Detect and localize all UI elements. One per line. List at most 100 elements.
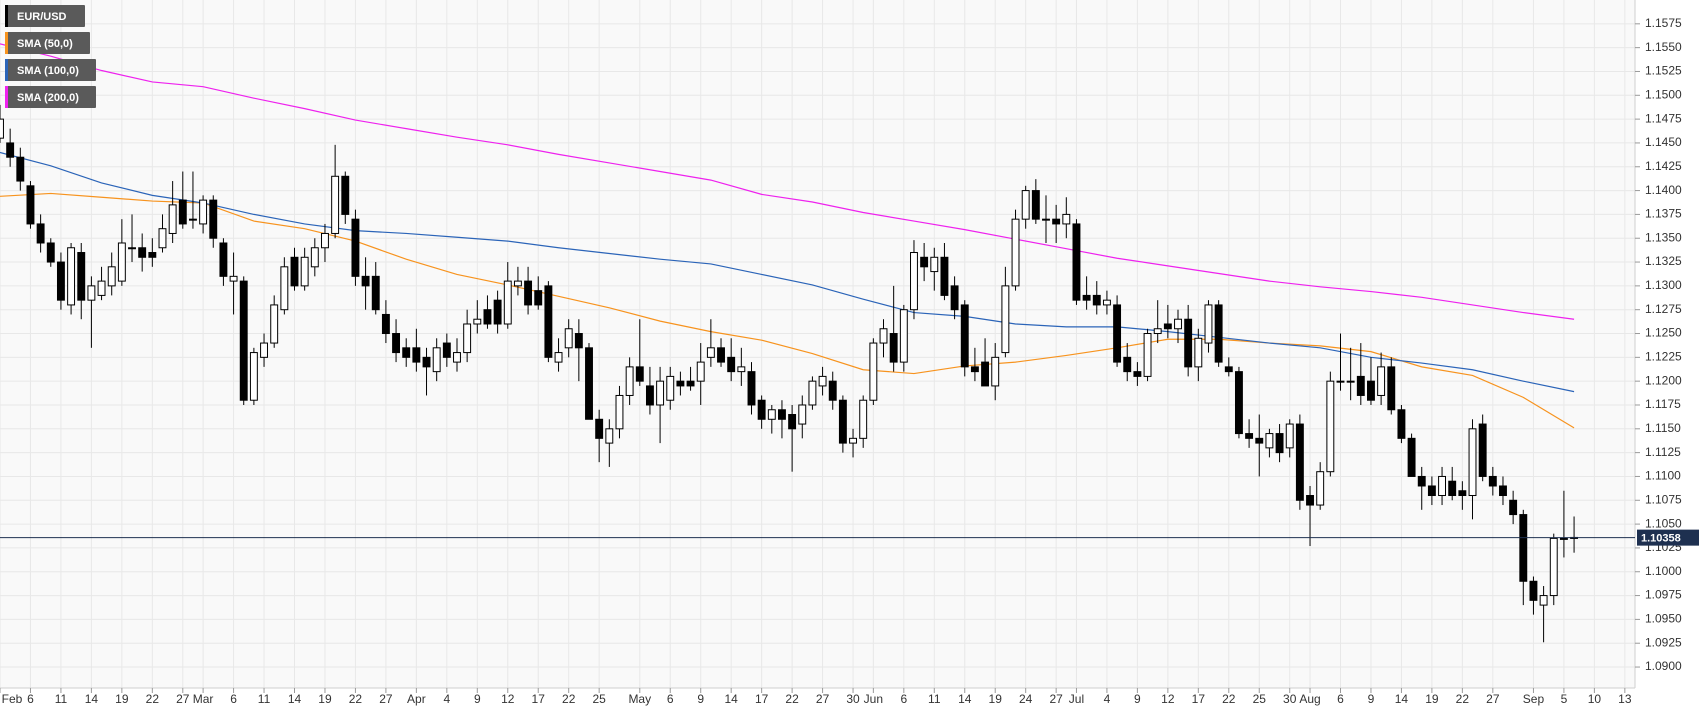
plot-area <box>0 0 1635 688</box>
x-tick-label: Feb <box>2 692 23 706</box>
x-tick-label: 6 <box>27 692 34 706</box>
legend: EUR/USD SMA (50,0) SMA (100,0) SMA (200,0) <box>5 5 96 108</box>
x-tick-label: 14 <box>288 692 302 706</box>
candle-body <box>1539 595 1548 606</box>
y-tick-label: 1.1450 <box>1645 135 1682 149</box>
candle-body <box>1438 475 1447 497</box>
candle-body <box>1234 371 1243 435</box>
y-tick-label: 1.1250 <box>1645 326 1682 340</box>
legend-label: EUR/USD <box>17 11 67 23</box>
candle-body <box>351 218 360 277</box>
legend-box <box>5 5 85 27</box>
grid <box>0 0 1635 688</box>
candle-body <box>981 361 990 387</box>
x-tick-label: 22 <box>349 692 363 706</box>
candle-body <box>56 261 65 301</box>
x-tick-label: May <box>628 692 651 706</box>
candle-body <box>1184 318 1193 368</box>
candle-body <box>1417 475 1426 487</box>
candle-body <box>666 375 675 401</box>
y-tick-label: 1.1150 <box>1645 421 1681 435</box>
y-tick-label: 1.1075 <box>1645 492 1682 506</box>
candle-body <box>605 428 614 444</box>
legend-box <box>5 59 96 81</box>
candle-body <box>6 142 15 158</box>
x-tick-label: 5 <box>1561 692 1568 706</box>
x-tick-label: 11 <box>258 692 271 706</box>
candle-body <box>595 418 604 439</box>
y-tick-label: 1.1550 <box>1645 40 1682 54</box>
candle-body <box>1559 537 1568 540</box>
candle-body <box>1499 485 1507 497</box>
candle-body <box>473 318 482 325</box>
candle-body <box>1488 475 1497 487</box>
candle-body <box>1427 485 1436 497</box>
legend-swatch <box>5 5 8 27</box>
candle-body <box>1113 304 1122 363</box>
candle-body <box>1295 423 1304 501</box>
y-tick-label: 1.0900 <box>1645 659 1682 673</box>
candle-body <box>1214 304 1223 363</box>
last-price-label: 1.10358 <box>1641 533 1681 545</box>
candle-body <box>645 385 654 406</box>
legend-label: SMA (200,0) <box>17 92 79 104</box>
y-tick-label: 1.1050 <box>1645 516 1682 530</box>
candle-body <box>970 366 979 373</box>
x-tick-label: 25 <box>592 692 606 706</box>
candle-body <box>513 280 522 287</box>
candle-body <box>818 375 827 387</box>
legend-label: SMA (100,0) <box>17 65 79 77</box>
candle-body <box>1224 366 1233 373</box>
candle-body <box>209 199 218 239</box>
candle-body <box>1255 437 1264 444</box>
x-tick-label: 30 <box>1283 692 1297 706</box>
candle-body <box>117 242 126 282</box>
candle-body <box>67 247 76 306</box>
x-tick-label: 6 <box>900 692 907 706</box>
y-tick-label: 1.1325 <box>1645 254 1682 268</box>
candle-body <box>463 323 472 354</box>
candle-body <box>838 399 847 444</box>
x-tick-label: 6 <box>230 692 237 706</box>
candle-body <box>727 356 736 373</box>
candles <box>0 104 1579 643</box>
x-tick-label: 27 <box>1486 692 1500 706</box>
y-tick-label: 1.1400 <box>1645 183 1682 197</box>
candle-body <box>1031 190 1040 220</box>
candle-body <box>1052 218 1061 225</box>
x-tick-label: 4 <box>1104 692 1111 706</box>
x-tick-label: 27 <box>1049 692 1063 706</box>
legend-swatch <box>5 86 8 108</box>
candle-body <box>757 399 766 420</box>
x-tick-label: 12 <box>1161 692 1175 706</box>
candle-body <box>138 247 147 258</box>
x-tick-label: 13 <box>1618 692 1632 706</box>
candle-body <box>1011 218 1020 287</box>
candle-body <box>1316 471 1325 506</box>
candle-body <box>930 256 939 273</box>
candle-body <box>849 437 857 444</box>
candle-body <box>1092 294 1101 306</box>
candle-body <box>676 380 685 387</box>
y-tick-label: 1.1000 <box>1645 564 1682 578</box>
x-tick-label: 30 <box>846 692 860 706</box>
sma-line <box>0 43 1575 320</box>
x-tick-label: 14 <box>1395 692 1409 706</box>
last-price-box <box>1637 529 1699 546</box>
x-tick-label: 25 <box>1253 692 1267 706</box>
sma-line <box>0 151 1575 393</box>
candle-body <box>483 309 492 325</box>
candle-body <box>1407 437 1416 477</box>
candle-body <box>1326 380 1335 473</box>
x-tick-label: 22 <box>1456 692 1470 706</box>
candle-body <box>1468 428 1477 497</box>
x-tick-label: 9 <box>1134 692 1141 706</box>
legend-swatch <box>5 32 8 54</box>
candle-body <box>778 409 786 420</box>
y-tick-label: 1.1375 <box>1645 207 1682 221</box>
x-tick-label: 19 <box>318 692 332 706</box>
x-tick-label: 14 <box>725 692 739 706</box>
